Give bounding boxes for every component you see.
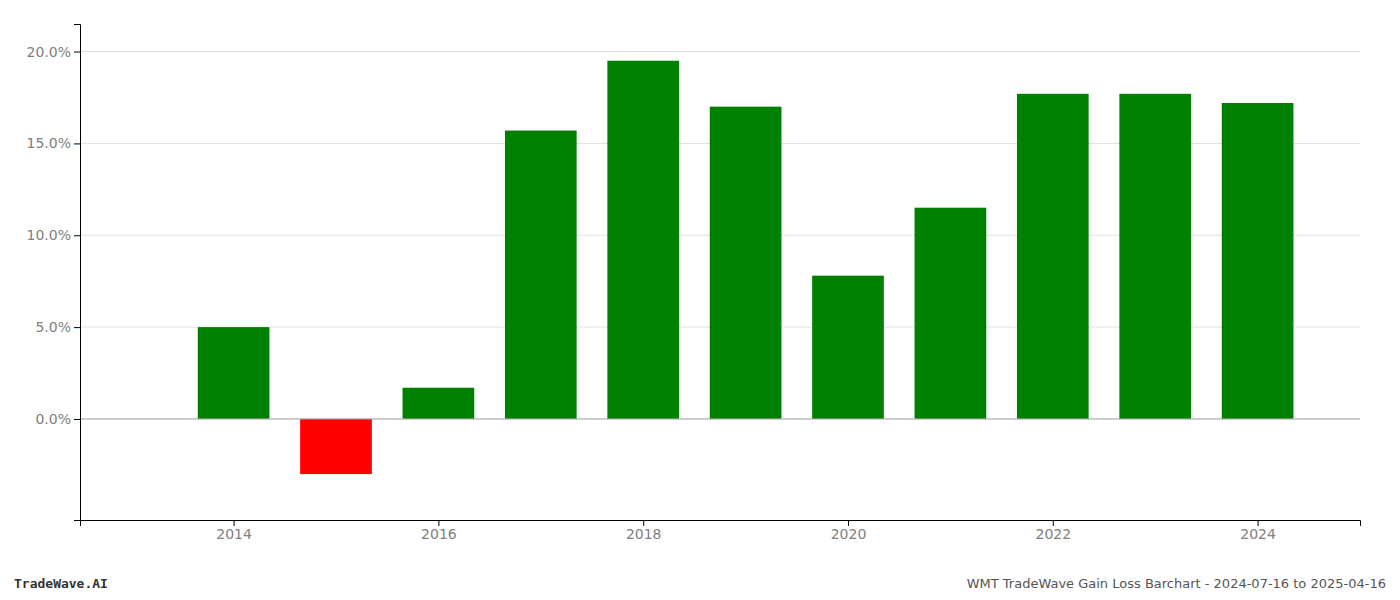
x-tick: 2014	[216, 520, 252, 542]
bar	[1017, 94, 1089, 419]
y-tick-mark	[74, 143, 80, 144]
x-tick-label: 2014	[216, 526, 252, 542]
x-tick: 2020	[831, 520, 867, 542]
grid-line	[80, 418, 1360, 419]
y-tick: 20.0%	[27, 44, 80, 60]
chart-svg: 0.0%5.0%10.0%15.0%20.0%20142016201820202…	[0, 0, 1400, 600]
bar	[1222, 103, 1294, 419]
bar	[198, 327, 270, 419]
y-tick-label: 15.0%	[27, 135, 71, 151]
x-tick-label: 2022	[1035, 526, 1071, 542]
y-tick: 5.0%	[35, 319, 80, 335]
y-tick: 0.0%	[35, 411, 80, 427]
x-axis: 2014 2016 2018 2020 2022 2024	[81, 520, 1361, 542]
y-tick-mark	[74, 235, 80, 236]
y-tick-label: 0.0%	[35, 411, 71, 427]
x-tick-label: 2020	[831, 526, 867, 542]
y-tick-mark	[74, 52, 80, 53]
footer-right: WMT TradeWave Gain Loss Barchart - 2024-…	[967, 576, 1386, 591]
x-tick-label: 2024	[1240, 526, 1276, 542]
y-axis: 0.0% 5.0% 10.0% 15.0% 20.0%	[27, 25, 81, 521]
bar	[1119, 94, 1191, 419]
bar	[812, 276, 884, 419]
y-tick-mark	[74, 419, 80, 420]
bar	[403, 388, 475, 419]
bar	[710, 107, 782, 419]
bar	[915, 208, 987, 419]
bar	[505, 131, 577, 419]
grid-line	[80, 51, 1360, 52]
grid	[80, 52, 1360, 419]
y-tick: 15.0%	[27, 135, 80, 151]
x-tick-label: 2018	[626, 526, 662, 542]
chart-container: 0.0%5.0%10.0%15.0%20.0%20142016201820202…	[0, 0, 1400, 600]
y-tick-label: 10.0%	[27, 227, 71, 243]
y-tick: 10.0%	[27, 227, 80, 243]
y-tick-label: 5.0%	[35, 319, 71, 335]
x-axis-line	[81, 521, 1361, 527]
background	[0, 0, 1400, 600]
x-tick: 2024	[1240, 520, 1276, 542]
x-tick: 2018	[626, 520, 662, 542]
zero-line	[80, 418, 1360, 419]
bar	[300, 419, 372, 474]
y-tick-label: 20.0%	[27, 44, 71, 60]
plot-area: 0.0%5.0%10.0%15.0%20.0%20142016201820202…	[27, 25, 1361, 542]
footer-left: TradeWave.AI	[14, 576, 108, 591]
y-tick-mark	[74, 327, 80, 328]
x-tick: 2016	[421, 520, 457, 542]
bars	[198, 61, 1294, 474]
y-axis-line	[74, 25, 81, 521]
x-tick: 2022	[1035, 520, 1071, 542]
x-tick-label: 2016	[421, 526, 457, 542]
bar	[607, 61, 679, 419]
